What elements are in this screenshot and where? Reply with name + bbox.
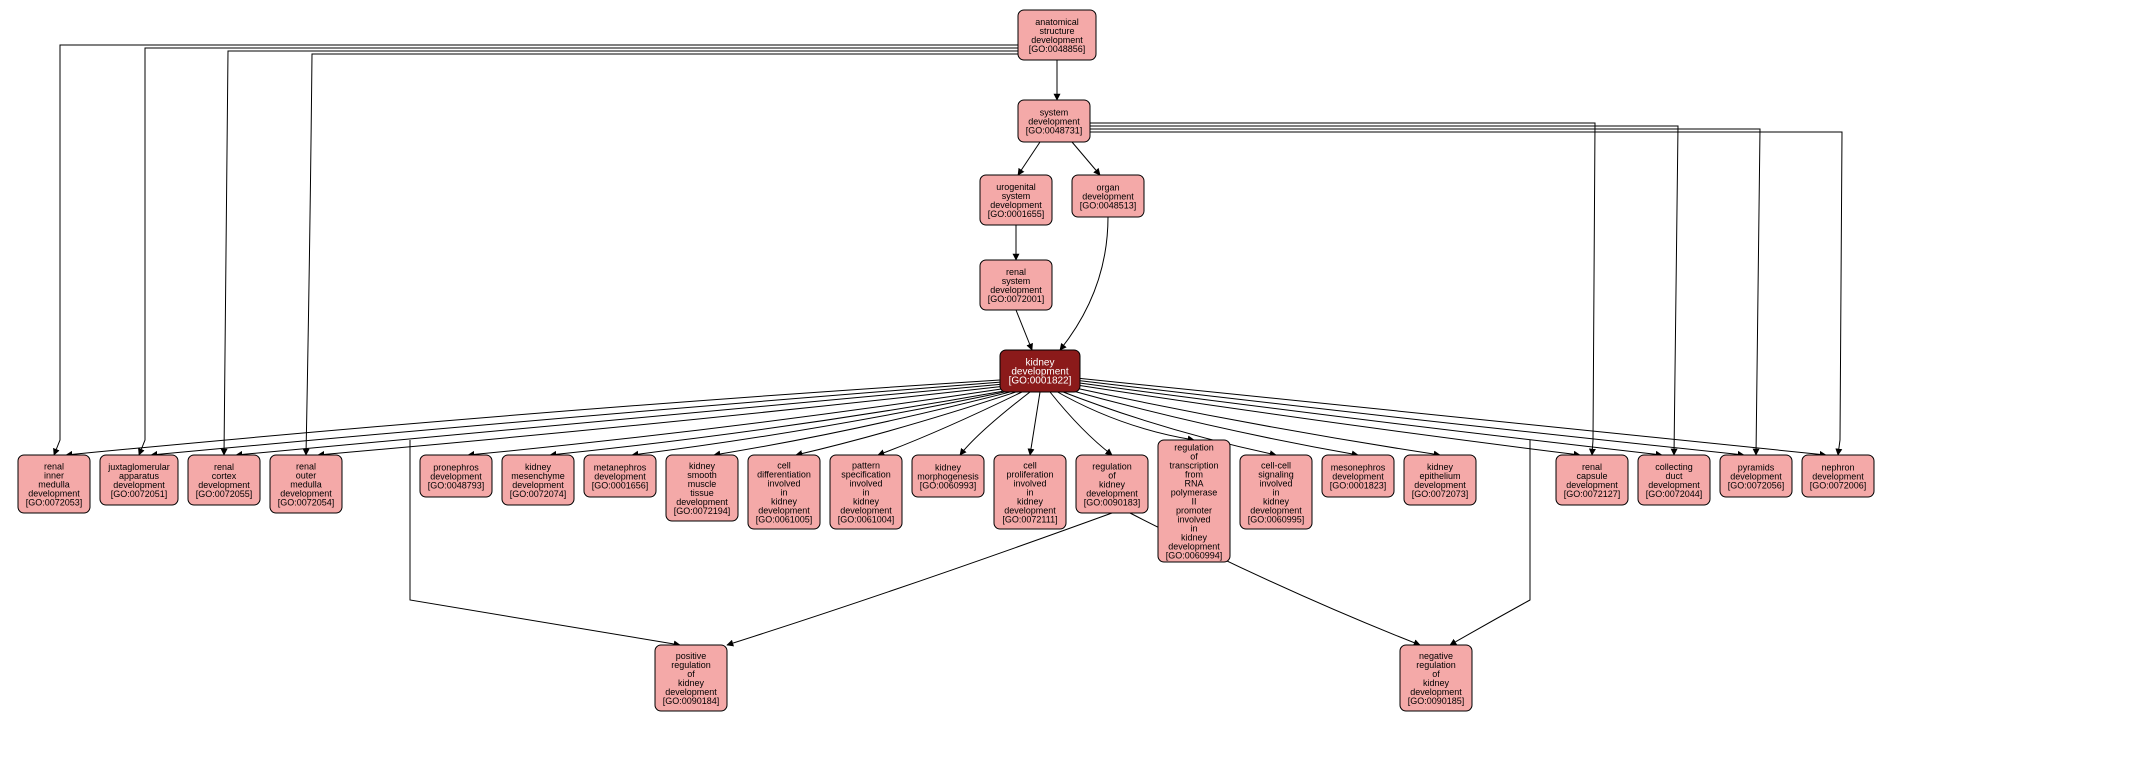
go-term-node[interactable]: kidneysmoothmuscletissuedevelopment[GO:0…: [666, 455, 738, 521]
go-term-node[interactable]: mesonephrosdevelopment[GO:0001823]: [1322, 455, 1394, 497]
go-term-node[interactable]: regulationoftranscriptionfromRNApolymera…: [1158, 440, 1230, 562]
node-label-line: [GO:0072127]: [1564, 489, 1621, 499]
node-label-line: [GO:0090184]: [663, 696, 720, 706]
edge: [66, 380, 1000, 455]
node-label-line: [GO:0090185]: [1408, 696, 1465, 706]
edge: [1030, 392, 1040, 455]
node-label-line: [GO:0072111]: [1002, 515, 1057, 525]
go-term-node[interactable]: renalcortexdevelopment[GO:0072055]: [188, 455, 260, 505]
go-term-node[interactable]: systemdevelopment[GO:0048731]: [1018, 100, 1090, 142]
edge: [1016, 310, 1032, 350]
edge: [1060, 217, 1108, 350]
go-term-node[interactable]: nephrondevelopment[GO:0072006]: [1802, 455, 1874, 497]
go-term-node[interactable]: metanephrosdevelopment[GO:0001656]: [584, 455, 656, 497]
go-term-node[interactable]: kidneymorphogenesis[GO:0060993]: [912, 455, 984, 497]
edge: [1054, 390, 1194, 440]
edge: [54, 45, 1018, 455]
node-label-line: [GO:0001655]: [988, 209, 1045, 219]
node-label-line: [GO:0048731]: [1026, 126, 1083, 136]
go-term-node[interactable]: kidneymesenchymedevelopment[GO:0072074]: [502, 455, 574, 505]
node-label-line: [GO:0072051]: [111, 489, 168, 499]
go-term-node[interactable]: kidneydevelopment[GO:0001822]: [1000, 350, 1080, 392]
go-term-node[interactable]: renalinnermedulladevelopment[GO:0072053]: [18, 455, 90, 513]
edge: [727, 513, 1112, 645]
go-term-node[interactable]: renalsystemdevelopment[GO:0072001]: [980, 260, 1052, 310]
diagram-svg: anatomicalstructuredevelopment[GO:004885…: [0, 0, 2155, 764]
node-label-line: [GO:0001656]: [592, 481, 649, 491]
go-term-node[interactable]: urogenitalsystemdevelopment[GO:0001655]: [980, 175, 1052, 225]
go-term-node[interactable]: renaloutermedulladevelopment[GO:0072054]: [270, 455, 342, 513]
go-term-node[interactable]: cellproliferationinvolvedinkidneydevelop…: [994, 455, 1066, 529]
go-term-node[interactable]: cell-cellsignalinginvolvedinkidneydevelo…: [1240, 455, 1312, 529]
node-label-line: [GO:0072054]: [278, 498, 335, 508]
edge: [236, 384, 1004, 455]
node-label-line: [GO:0072006]: [1810, 481, 1867, 491]
go-ontology-diagram: anatomicalstructuredevelopment[GO:004885…: [0, 0, 2155, 764]
edge: [224, 51, 1018, 455]
node-label-line: [GO:0048856]: [1029, 44, 1086, 54]
go-term-node[interactable]: anatomicalstructuredevelopment[GO:004885…: [1018, 10, 1096, 60]
go-term-node[interactable]: regulationofkidneydevelopment[GO:0090183…: [1076, 455, 1148, 513]
node-label-line: [GO:0001822]: [1009, 376, 1072, 387]
node-label-line: [GO:0048513]: [1080, 201, 1137, 211]
go-term-node[interactable]: pronephrosdevelopment[GO:0048793]: [420, 455, 492, 497]
edge: [1050, 392, 1112, 455]
go-term-node[interactable]: juxtaglomerularapparatusdevelopment[GO:0…: [100, 455, 178, 505]
node-label-line: [GO:0072001]: [988, 294, 1045, 304]
go-term-node[interactable]: negativeregulationofkidneydevelopment[GO…: [1400, 645, 1472, 711]
edge: [1072, 142, 1100, 175]
go-term-node[interactable]: collectingductdevelopment[GO:0072044]: [1638, 455, 1710, 505]
go-term-node[interactable]: celldifferentiationinvolvedinkidneydevel…: [748, 455, 820, 529]
node-label-line: [GO:0001823]: [1330, 481, 1387, 491]
go-term-node[interactable]: pyramidsdevelopment[GO:0072056]: [1720, 455, 1792, 497]
edge: [1070, 384, 1580, 455]
go-term-node[interactable]: renalcapsuledevelopment[GO:0072127]: [1556, 455, 1628, 505]
edges-layer: [54, 45, 1842, 645]
edge: [1018, 142, 1040, 175]
edge: [139, 48, 1018, 455]
node-label-line: [GO:0072055]: [196, 489, 253, 499]
node-label-line: [GO:0072056]: [1728, 481, 1785, 491]
go-term-node[interactable]: kidneyepitheliumdevelopment[GO:0072073]: [1404, 455, 1476, 505]
node-label-line: [GO:0061005]: [756, 515, 813, 525]
node-label-line: [GO:0072044]: [1646, 489, 1703, 499]
node-label-line: [GO:0072053]: [26, 498, 83, 508]
node-label-line: [GO:0072073]: [1412, 489, 1469, 499]
node-label-line: [GO:0060995]: [1248, 515, 1305, 525]
edge: [1018, 123, 1595, 455]
go-term-node[interactable]: patternspecificationinvolvedinkidneydeve…: [830, 455, 902, 529]
node-label-line: [GO:0048793]: [428, 481, 485, 491]
go-term-node[interactable]: positiveregulationofkidneydevelopment[GO…: [655, 645, 727, 711]
node-label-line: [GO:0072074]: [510, 489, 567, 499]
node-label-line: [GO:0090183]: [1084, 498, 1141, 508]
edge: [318, 386, 1006, 455]
go-term-node[interactable]: organdevelopment[GO:0048513]: [1072, 175, 1144, 217]
node-label-line: [GO:0061004]: [838, 515, 895, 525]
node-label-line: [GO:0060994]: [1166, 551, 1223, 561]
edge: [306, 54, 1018, 455]
nodes-layer: anatomicalstructuredevelopment[GO:004885…: [18, 10, 1874, 711]
node-label-line: [GO:0060993]: [920, 481, 977, 491]
node-label-line: [GO:0072194]: [674, 506, 731, 516]
